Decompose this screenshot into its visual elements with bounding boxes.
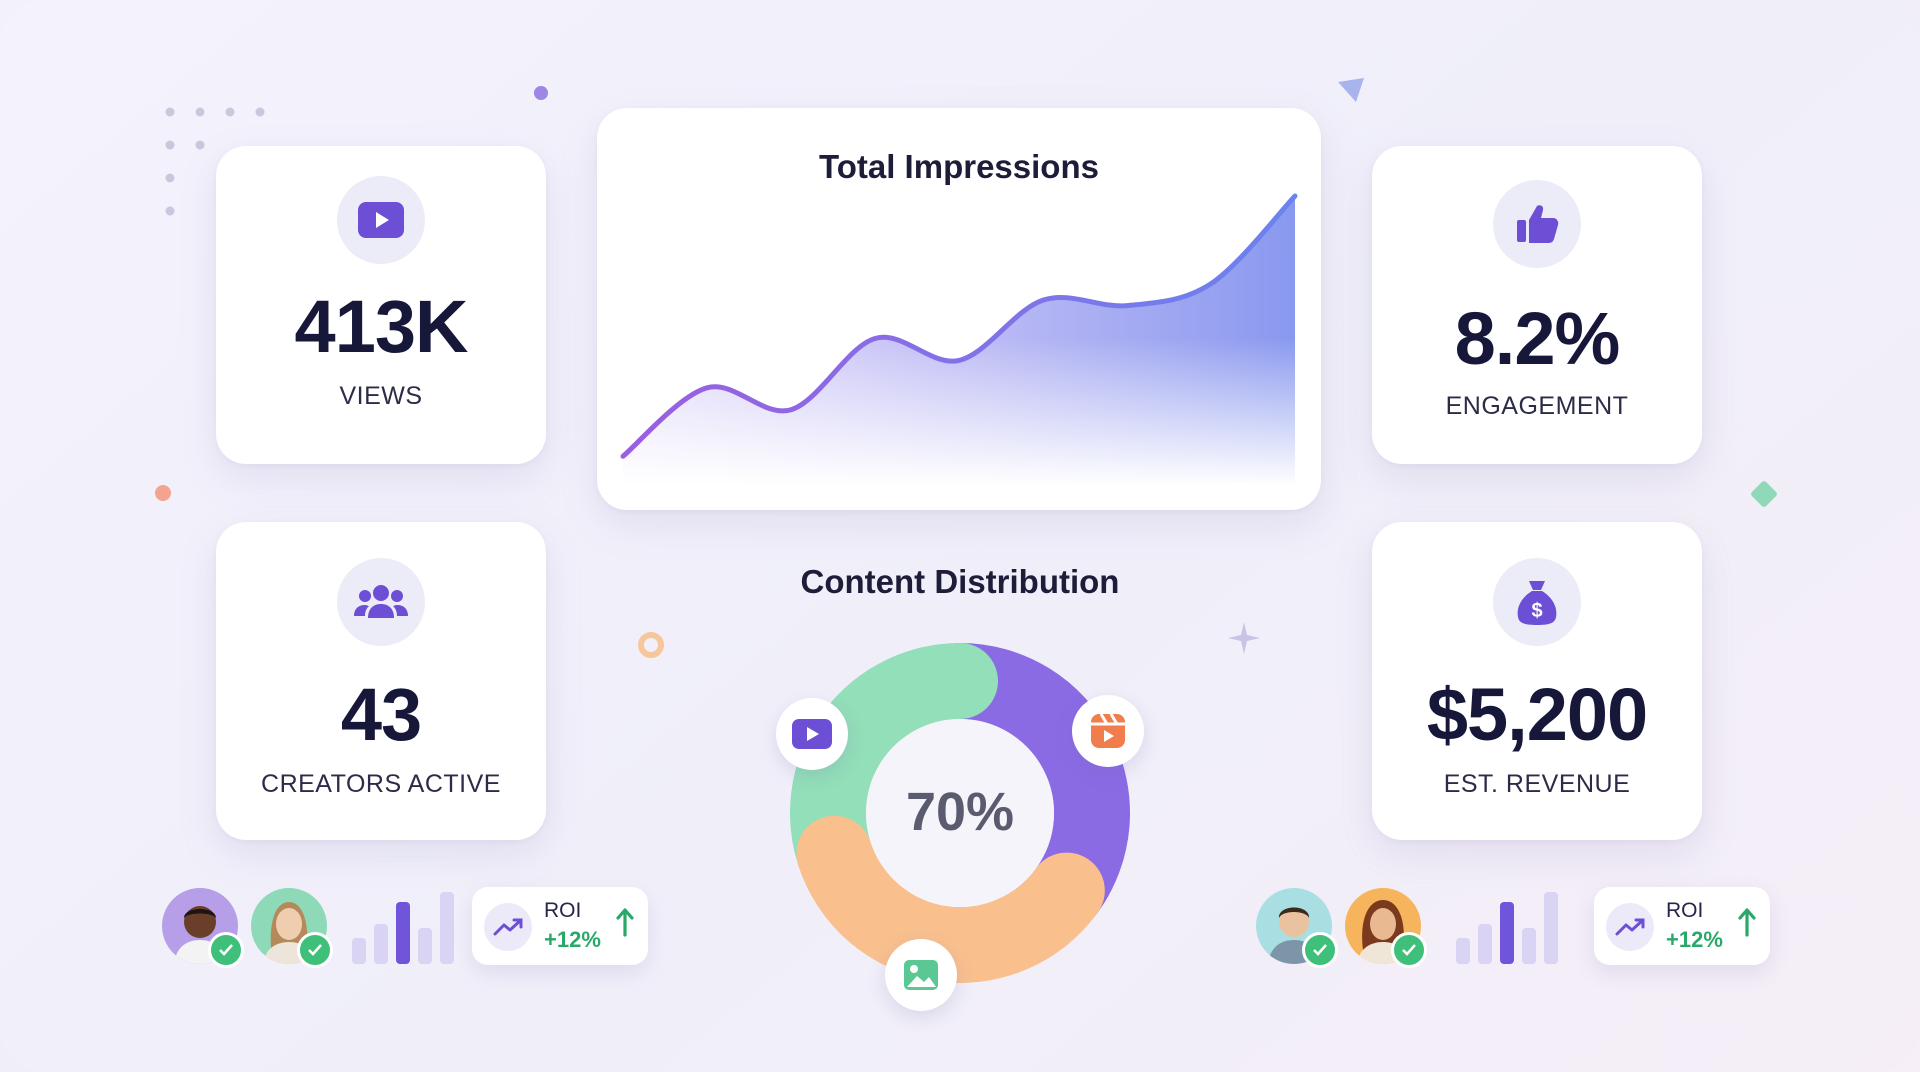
decorative-dots bbox=[165, 107, 265, 216]
donut-slice-video bbox=[922, 643, 1130, 929]
mini-bar-chart-right bbox=[1456, 888, 1562, 964]
verified-check-icon bbox=[1302, 932, 1338, 968]
reel-icon bbox=[1072, 695, 1144, 767]
impressions-area-fade bbox=[623, 338, 1299, 486]
roi-card-left: ROI +12% bbox=[472, 887, 648, 965]
roi-value: +12% bbox=[544, 927, 601, 952]
roi-card-right: ROI +12% bbox=[1594, 887, 1770, 965]
decorative-ring-orange bbox=[638, 632, 664, 658]
engagement-label: ENGAGEMENT bbox=[1445, 392, 1629, 420]
trending-up-icon bbox=[1606, 903, 1654, 951]
creators-card: 43 CREATORS ACTIVE bbox=[216, 522, 546, 840]
verified-check-icon bbox=[208, 932, 244, 968]
donut-center bbox=[866, 719, 1054, 907]
image-icon bbox=[885, 939, 957, 1011]
creator-avatar-3[interactable] bbox=[1256, 888, 1338, 968]
creator-avatar-4[interactable] bbox=[1345, 888, 1427, 968]
decorative-circle-purple bbox=[534, 86, 548, 100]
decorative-circle-coral bbox=[155, 485, 171, 501]
impressions-chart-card: Total Impressions bbox=[597, 108, 1321, 510]
video-icon bbox=[776, 698, 848, 770]
revenue-value: $5,200 bbox=[1426, 673, 1648, 756]
distribution-center-label: 70% bbox=[905, 782, 1015, 842]
decorative-sparkle bbox=[1228, 622, 1260, 654]
creators-value: 43 bbox=[340, 673, 422, 756]
trending-up-icon bbox=[484, 903, 532, 951]
roi-label: ROI bbox=[544, 899, 582, 922]
impressions-chart-title: Total Impressions bbox=[819, 148, 1099, 185]
users-icon bbox=[337, 558, 425, 646]
revenue-label: EST. REVENUE bbox=[1443, 770, 1631, 798]
svg-text:$: $ bbox=[1531, 600, 1542, 622]
arrow-up-icon bbox=[616, 907, 634, 942]
impressions-area-chart bbox=[620, 193, 1299, 486]
play-icon bbox=[337, 176, 425, 264]
views-card: 413K VIEWS bbox=[216, 146, 546, 464]
decorative-diamond bbox=[1751, 481, 1777, 507]
decorative-triangle bbox=[1338, 78, 1364, 102]
thumbs-up-icon bbox=[1493, 180, 1581, 268]
verified-check-icon bbox=[297, 932, 333, 968]
views-label: VIEWS bbox=[339, 382, 423, 410]
impressions-series-line bbox=[620, 193, 1298, 459]
engagement-value: 8.2% bbox=[1454, 297, 1621, 380]
engagement-card: 8.2% ENGAGEMENT bbox=[1372, 146, 1702, 464]
mini-bar-chart-left bbox=[352, 888, 458, 964]
creators-label: CREATORS ACTIVE bbox=[261, 770, 501, 798]
money-bag-icon: $ bbox=[1493, 558, 1581, 646]
distribution-donut-chart bbox=[790, 643, 1130, 983]
roi-value: +12% bbox=[1666, 927, 1723, 952]
arrow-up-icon bbox=[1738, 907, 1756, 942]
creator-avatar-2[interactable] bbox=[251, 888, 333, 968]
creator-avatar-1[interactable] bbox=[162, 888, 244, 968]
roi-label: ROI bbox=[1666, 899, 1704, 922]
views-value: 413K bbox=[294, 285, 469, 368]
verified-check-icon bbox=[1391, 932, 1427, 968]
distribution-donut: 70% bbox=[790, 643, 1130, 983]
distribution-title: Content Distribution bbox=[800, 563, 1120, 600]
revenue-card: $ $5,200 EST. REVENUE bbox=[1372, 522, 1702, 840]
